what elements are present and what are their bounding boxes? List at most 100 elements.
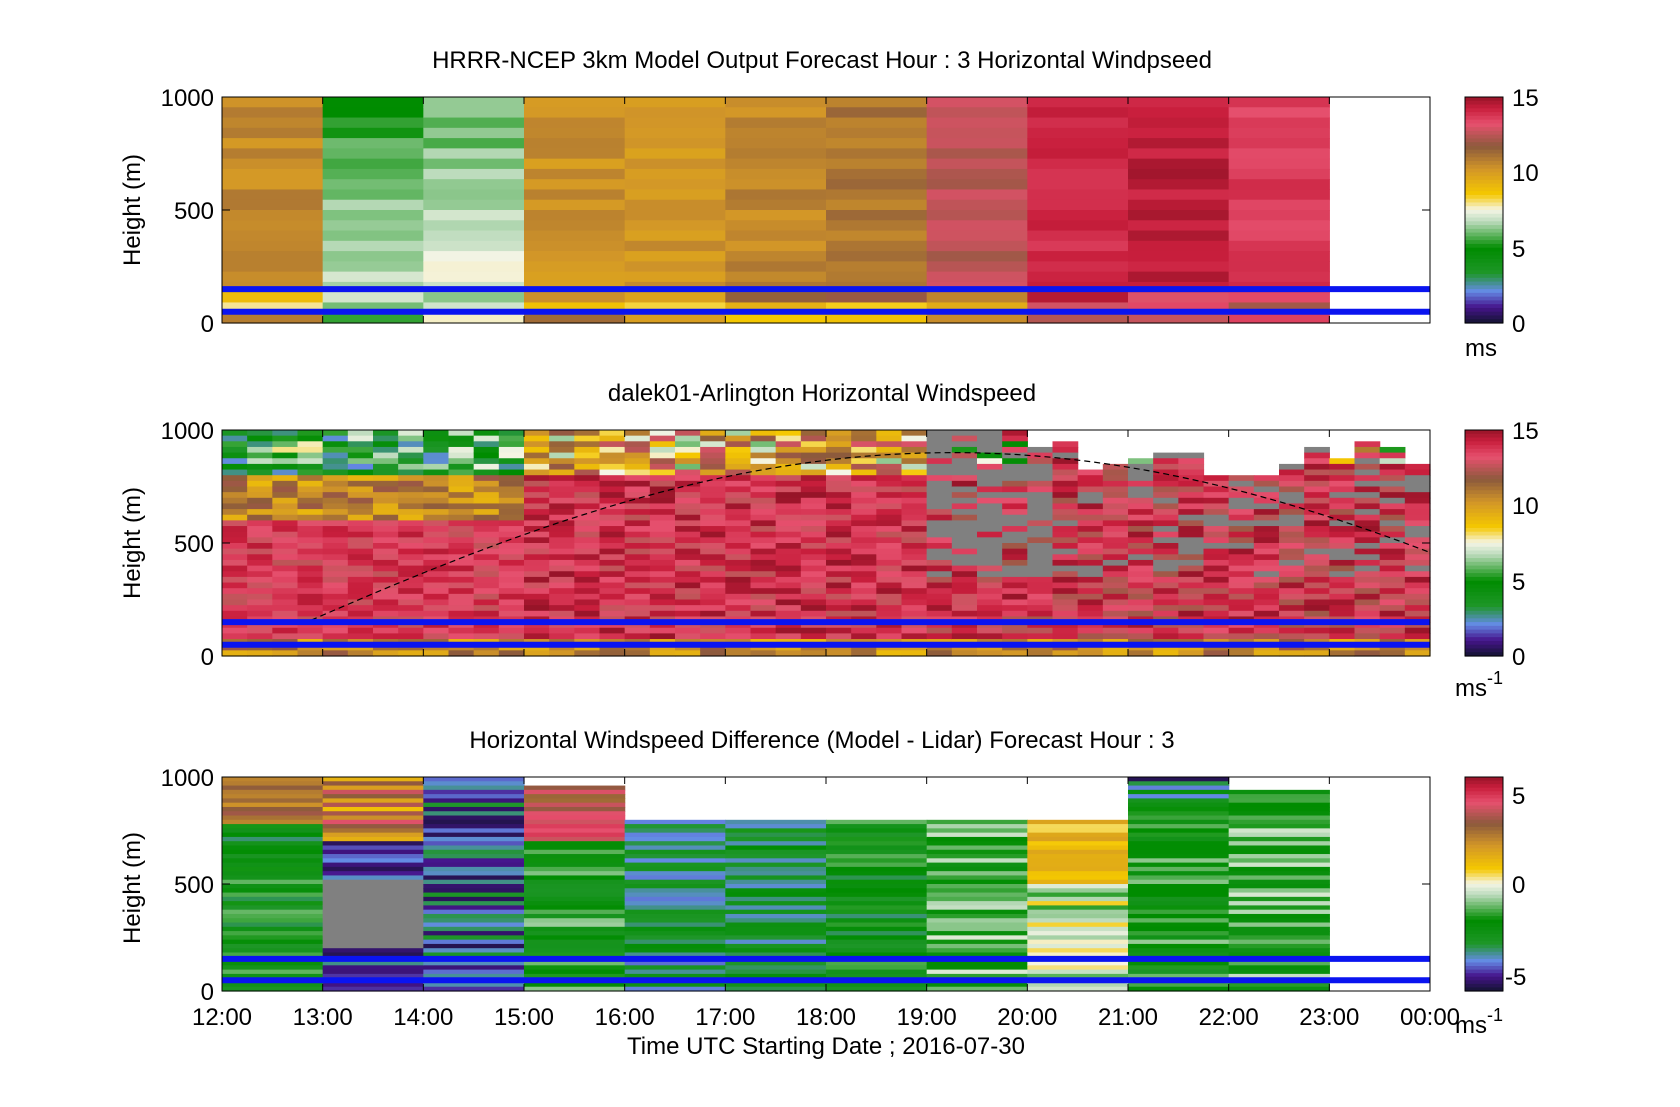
colorbar-segment	[1465, 247, 1503, 253]
heatmap-cell	[926, 633, 953, 640]
heatmap-cell	[775, 548, 802, 555]
heatmap-cell	[624, 892, 726, 898]
heatmap-cell	[977, 571, 1003, 578]
colorbar-segment	[1465, 478, 1503, 484]
heatmap-cell	[1329, 486, 1356, 493]
heatmap-cell	[1404, 627, 1431, 634]
panel3-cbtick-0: 0	[1512, 872, 1525, 899]
heatmap-cell	[1052, 469, 1079, 476]
heatmap-cell	[222, 644, 248, 651]
heatmap-cell	[1102, 554, 1129, 561]
heatmap-cell	[549, 514, 575, 521]
heatmap-cell	[272, 492, 299, 499]
heatmap-cell	[1228, 492, 1255, 499]
heatmap-cell	[1279, 582, 1305, 589]
heatmap-cell	[549, 644, 575, 651]
heatmap-cell	[1002, 548, 1028, 555]
heatmap-cell	[1002, 650, 1028, 657]
heatmap-cell	[800, 514, 827, 521]
heatmap-cell	[951, 492, 978, 499]
heatmap-cell	[649, 559, 676, 567]
heatmap-cell	[675, 435, 701, 442]
panel1-ytick-500: 500	[174, 198, 214, 225]
heatmap-cell	[800, 554, 827, 561]
heatmap-cell	[926, 430, 953, 437]
heatmap-cell	[1228, 943, 1330, 949]
heatmap-cell	[926, 952, 1028, 958]
colorbar-segment	[1465, 460, 1503, 465]
heatmap-cell	[473, 537, 500, 544]
heatmap-cell	[926, 610, 953, 618]
heatmap-cell	[1102, 650, 1129, 657]
heatmap-cell	[675, 446, 701, 454]
heatmap-cell	[1304, 492, 1330, 499]
heatmap-cell	[700, 452, 726, 459]
heatmap-cell	[750, 514, 777, 521]
heatmap-cell	[373, 520, 399, 527]
heatmap-cell	[599, 599, 626, 606]
heatmap-cell	[1128, 832, 1230, 838]
heatmap-cell	[347, 497, 374, 505]
heatmap-cell	[725, 271, 827, 283]
heatmap-cell	[624, 644, 651, 651]
heatmap-cell	[826, 503, 852, 510]
heatmap-cell	[1203, 543, 1230, 550]
heatmap-cell	[1077, 622, 1104, 629]
heatmap-cell	[951, 435, 978, 442]
heatmap-cell	[423, 948, 525, 954]
heatmap-cell	[322, 633, 349, 640]
heatmap-cell	[750, 492, 777, 499]
heatmap-cell	[297, 565, 324, 572]
heatmap-cell	[448, 543, 475, 550]
heatmap-cell	[826, 452, 852, 459]
heatmap-cell	[926, 913, 1028, 919]
heatmap-cell	[1379, 582, 1406, 589]
heatmap-cell	[222, 312, 324, 324]
colorbar-segment	[1465, 221, 1503, 226]
heatmap-cell	[322, 509, 349, 516]
heatmap-cell	[1354, 554, 1381, 561]
heatmap-cell	[347, 520, 374, 527]
heatmap-cell	[926, 965, 1028, 971]
heatmap-cell	[675, 627, 701, 634]
heatmap-cell	[322, 158, 424, 170]
panel2-ytick-0: 0	[201, 644, 214, 671]
heatmap-cell	[926, 514, 953, 521]
heatmap-cell	[222, 622, 248, 629]
heatmap-cell	[1077, 520, 1104, 527]
heatmap-cell	[901, 559, 928, 567]
heatmap-cell	[1203, 492, 1230, 499]
heatmap-cell	[347, 526, 374, 533]
heatmap-cell	[951, 452, 978, 459]
heatmap-cell	[373, 441, 399, 448]
heatmap-cell	[851, 458, 877, 465]
heatmap-cell	[272, 571, 299, 578]
heatmap-cell	[322, 781, 424, 787]
heatmap-cell	[977, 610, 1003, 618]
heatmap-cell	[926, 97, 1028, 108]
heatmap-cell	[1002, 627, 1028, 634]
heatmap-cell	[725, 931, 827, 936]
heatmap-cell	[1002, 430, 1028, 437]
heatmap-cell	[222, 777, 324, 782]
heatmap-cell	[322, 554, 349, 561]
colorbar-segment	[1465, 179, 1503, 185]
heatmap-cell	[851, 463, 877, 471]
heatmap-cell	[1379, 543, 1406, 550]
heatmap-cell	[775, 644, 802, 651]
heatmap-cell	[977, 509, 1003, 516]
heatmap-cell	[1253, 588, 1280, 595]
heatmap-cell	[977, 599, 1003, 606]
xtick-label: 18:00	[796, 1004, 856, 1031]
heatmap-cell	[1128, 571, 1154, 578]
heatmap-cell	[926, 896, 1028, 902]
heatmap-cell	[1002, 509, 1028, 516]
heatmap-cell	[725, 858, 827, 864]
heatmap-cell	[1304, 548, 1330, 555]
heatmap-cell	[750, 576, 777, 584]
heatmap-cell	[473, 469, 500, 476]
heatmap-cell	[1128, 480, 1154, 488]
heatmap-cell	[750, 582, 777, 589]
heatmap-cell	[398, 548, 424, 555]
colorbar-segment	[1465, 794, 1503, 799]
